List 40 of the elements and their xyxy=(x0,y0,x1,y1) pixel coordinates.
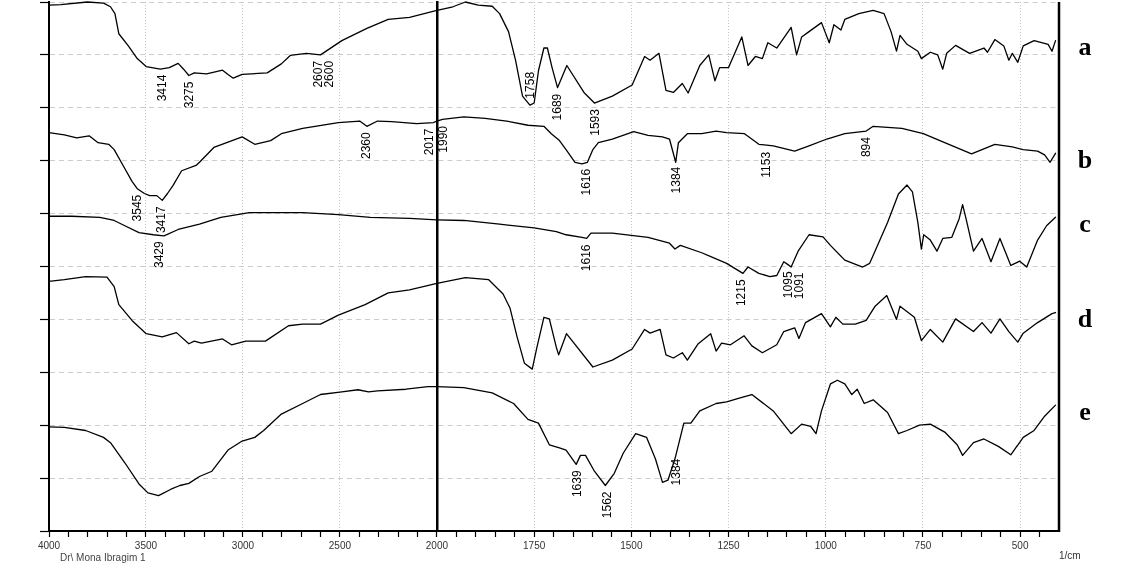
annotation: 3545 xyxy=(129,194,144,222)
annotation: 1639 xyxy=(569,470,584,498)
x-tick-label: 1500 xyxy=(620,539,643,551)
annotation: 1384 xyxy=(668,166,683,194)
x-tick-label: 1250 xyxy=(717,539,741,551)
annotation: 1616 xyxy=(578,168,593,196)
annotation: 1990 xyxy=(436,125,451,153)
series-label: b xyxy=(1077,145,1093,175)
x-tick-label: 750 xyxy=(914,539,932,551)
x-tick-label: 2500 xyxy=(328,539,352,551)
annotation: 1215 xyxy=(734,279,749,307)
series-label: d xyxy=(1077,304,1093,334)
x-tick-label: 3000 xyxy=(231,539,255,551)
annotation: 894 xyxy=(859,136,874,158)
annotation: 2360 xyxy=(359,132,374,160)
annotation: 1689 xyxy=(550,93,565,121)
text: Dr\ Mona Ibragim 1 xyxy=(60,551,147,563)
annotation: 3275 xyxy=(181,81,196,109)
series-label: c xyxy=(1079,209,1091,239)
annotation: 1593 xyxy=(587,108,602,136)
x-tick-label: 3500 xyxy=(134,539,158,551)
x-tick-label: 2000 xyxy=(425,539,449,551)
annotation: 1562 xyxy=(599,491,614,519)
x-tick-label: 1000 xyxy=(814,539,838,551)
x-tick-label: 4000 xyxy=(37,539,61,551)
annotation: 3417 xyxy=(154,206,169,234)
series-label: e xyxy=(1079,396,1091,426)
annotation: 1616 xyxy=(578,244,593,272)
annotation: 3414 xyxy=(154,74,169,102)
annotation: 1758 xyxy=(523,71,538,99)
series-label: a xyxy=(1078,32,1092,62)
x-axis-title: 1/cm xyxy=(1059,549,1081,561)
x-tick-label: 500 xyxy=(1011,539,1029,551)
annotation: 2017 xyxy=(422,128,437,156)
annotation: 1091 xyxy=(792,272,807,300)
annotation: 2600 xyxy=(322,60,337,88)
annotation: 1153 xyxy=(758,151,773,178)
x-tick-label: 1750 xyxy=(523,539,546,551)
annotation: 1384 xyxy=(668,458,683,486)
annotation: 3429 xyxy=(152,240,167,268)
